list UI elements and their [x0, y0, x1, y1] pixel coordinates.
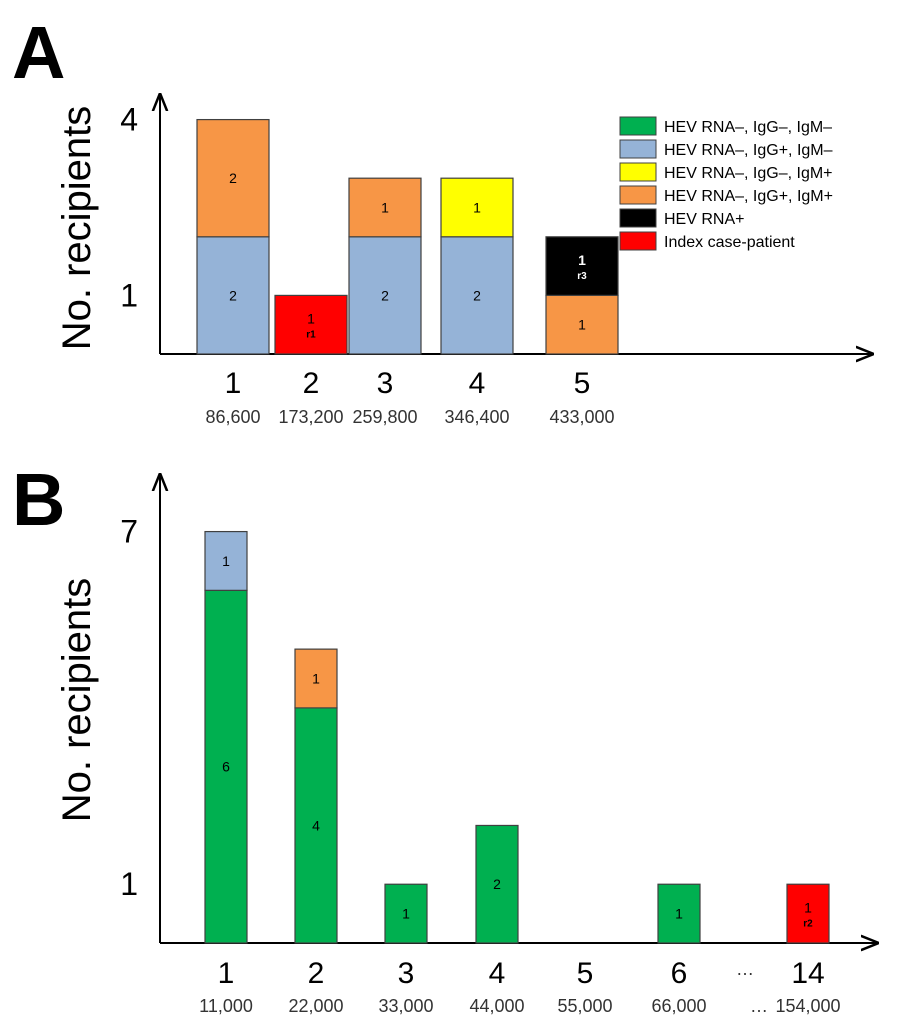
legend-item: HEV RNA–, IgG–, IgM–: [619, 116, 832, 136]
legend-label: HEV RNA–, IgG–, IgM+: [664, 165, 833, 182]
y-axis-label: No. recipients: [55, 106, 99, 351]
segment-label: 6: [222, 759, 230, 775]
legend-swatch: [619, 162, 657, 182]
axis-ellipsis: …: [736, 959, 754, 979]
segment-label: 2: [229, 170, 237, 186]
legend-label: Index case-patient: [664, 234, 795, 251]
segment-label: 2: [381, 287, 389, 303]
segment-label: 1: [578, 252, 586, 268]
x-tick-sublabel: 33,000: [378, 996, 433, 1016]
panel-letter: A: [12, 11, 65, 94]
segment-label: 1: [312, 671, 320, 687]
panel-a: A No. recipients 1 4 2 2 1 r1 2 1 2 1 1 1 r3 1 2 3 4 5 86,60…: [12, 11, 872, 427]
legend-label: HEV RNA–, IgG+, IgM–: [664, 142, 833, 159]
x-tick-label: 3: [398, 957, 415, 990]
segment-label: 1: [578, 317, 586, 333]
legend-item: HEV RNA+: [619, 208, 744, 228]
panel-letter: B: [12, 458, 65, 541]
x-tick-label: 2: [308, 957, 325, 990]
segment-label: 2: [229, 287, 237, 303]
x-tick-sublabel: 173,200: [278, 407, 343, 427]
y-tick-label: 1: [120, 866, 138, 902]
x-tick-label: 14: [791, 957, 824, 990]
y-tick-label: 4: [120, 102, 138, 138]
legend-item: Index case-patient: [619, 231, 795, 251]
bar-segment: [294, 707, 338, 944]
segment-label: 1: [222, 553, 230, 569]
legend-swatch: [619, 208, 657, 228]
bar-segment: [475, 824, 519, 944]
axis-ellipsis: …: [750, 996, 768, 1016]
bar-segment: [196, 236, 270, 355]
x-tick-sublabel: 86,600: [205, 407, 260, 427]
bar-segment: [545, 294, 619, 355]
x-tick-label: 4: [489, 957, 506, 990]
x-tick-label: 1: [225, 367, 242, 400]
x-tick-label: 2: [303, 367, 320, 400]
y-tick-label: 1: [120, 277, 138, 313]
bar-segment: [545, 236, 619, 296]
segment-sublabel: r2: [803, 919, 813, 930]
segment-label: 1: [381, 199, 389, 215]
legend-label: HEV RNA+: [664, 211, 744, 228]
segment-label: 4: [312, 817, 320, 833]
segment-sublabel: r3: [577, 271, 587, 282]
x-tick-sublabel: 154,000: [775, 996, 840, 1016]
legend-swatch: [619, 231, 657, 251]
segment-label: 2: [473, 287, 481, 303]
bar-segment: [440, 236, 514, 355]
bar-segment: [440, 177, 514, 238]
x-tick-label: 5: [574, 367, 591, 400]
segment-label: 1: [307, 311, 315, 327]
bar-segment: [348, 177, 422, 238]
legend-label: HEV RNA–, IgG–, IgM–: [664, 119, 832, 136]
segment-sublabel: r1: [306, 330, 316, 341]
segment-label: 2: [493, 876, 501, 892]
legend-item: HEV RNA–, IgG+, IgM+: [619, 185, 833, 205]
legend-swatch: [619, 185, 657, 205]
x-tick-label: 1: [218, 957, 235, 990]
legend-swatch: [619, 116, 657, 136]
bar-segment: [384, 883, 428, 944]
x-tick-label: 6: [671, 957, 688, 990]
x-tick-label: 3: [377, 367, 394, 400]
x-tick-sublabel: 11,000: [199, 996, 253, 1016]
bar-segment: [657, 883, 701, 944]
bar-segment: [294, 648, 338, 709]
x-tick-sublabel: 433,000: [549, 407, 614, 427]
x-tick-label: 4: [469, 367, 486, 400]
segment-label: 1: [675, 906, 683, 922]
legend-item: HEV RNA–, IgG+, IgM–: [619, 139, 833, 159]
segment-label: 1: [473, 199, 481, 215]
x-tick-sublabel: 259,800: [352, 407, 417, 427]
x-tick-sublabel: 66,000: [651, 996, 706, 1016]
x-tick-sublabel: 22,000: [288, 996, 343, 1016]
legend-swatch: [619, 139, 657, 159]
x-tick-sublabel: 55,000: [557, 996, 612, 1016]
bar-segment: [204, 530, 248, 591]
y-axis-label: No. recipients: [55, 578, 99, 823]
segment-label: 1: [804, 900, 812, 916]
bar-segment: [786, 883, 830, 944]
x-tick-label: 5: [577, 957, 594, 990]
x-tick-sublabel: 44,000: [469, 996, 524, 1016]
segment-label: 1: [402, 906, 410, 922]
bar-segment: [196, 118, 270, 238]
bar-segment: [274, 294, 348, 355]
y-tick-label: 7: [120, 514, 138, 550]
legend-label: HEV RNA–, IgG+, IgM+: [664, 188, 833, 205]
legend: HEV RNA–, IgG–, IgM– HEV RNA–, IgG+, IgM–…: [619, 116, 833, 251]
x-tick-sublabel: 346,400: [444, 407, 509, 427]
bar-segment: [348, 236, 422, 355]
legend-item: HEV RNA–, IgG–, IgM+: [619, 162, 833, 182]
